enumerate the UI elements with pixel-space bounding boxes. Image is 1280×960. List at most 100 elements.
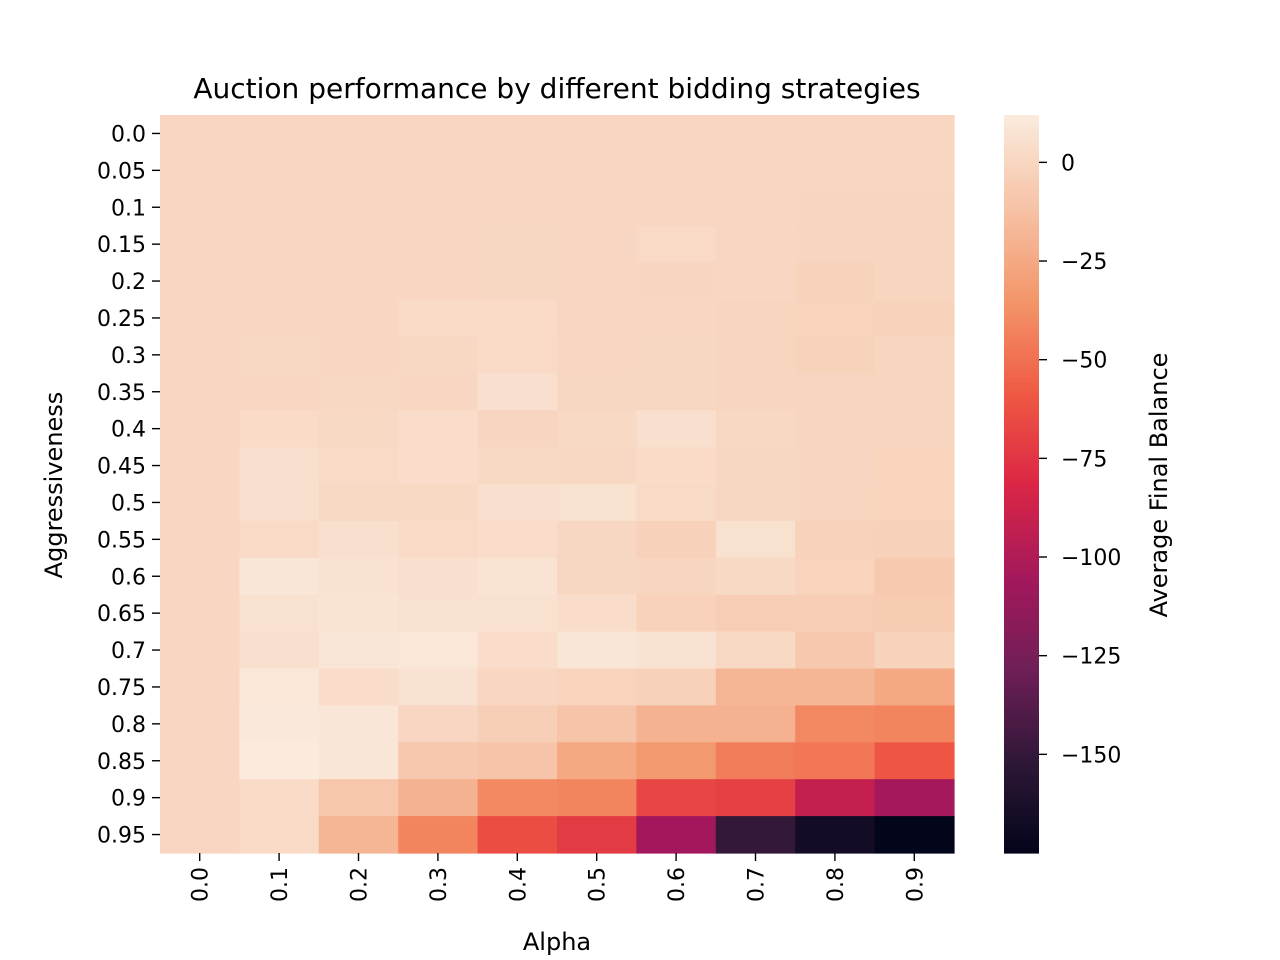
heatmap-cell xyxy=(477,779,558,817)
colorbar-segment xyxy=(1004,682,1039,688)
heatmap-cell xyxy=(160,373,240,411)
colorbar-segment xyxy=(1004,802,1039,808)
colorbar-segment xyxy=(1004,742,1039,748)
heatmap-cell xyxy=(795,410,876,448)
colorbar-segment xyxy=(1004,138,1039,144)
heatmap-cell xyxy=(398,262,479,301)
y-tick-label: 0.95 xyxy=(97,824,146,849)
colorbar-segment xyxy=(1004,719,1039,725)
heatmap-cell xyxy=(398,742,479,780)
colorbar-segment xyxy=(1004,705,1039,711)
colorbar-segment xyxy=(1004,617,1039,623)
colorbar-segment xyxy=(1004,585,1039,591)
heatmap-cell xyxy=(318,262,399,301)
heatmap-cell xyxy=(715,668,796,706)
heatmap-cell xyxy=(160,742,240,780)
heatmap-cell xyxy=(636,225,717,264)
heatmap-cell xyxy=(557,557,637,596)
heatmap-cell xyxy=(239,779,320,817)
heatmap-cell xyxy=(160,115,240,153)
heatmap-cell xyxy=(557,299,637,337)
heatmap-cell xyxy=(477,631,558,670)
heatmap-cell xyxy=(160,262,240,301)
heatmap-cell xyxy=(477,225,558,264)
heatmap-cell xyxy=(477,151,558,190)
colorbar-segment xyxy=(1004,465,1039,471)
x-tick-label: 0.4 xyxy=(506,867,531,902)
y-tick-label: 0.05 xyxy=(97,159,146,184)
x-tick-label: 0.5 xyxy=(586,867,611,902)
colorbar-segment xyxy=(1004,345,1039,351)
colorbar-segment xyxy=(1004,843,1039,849)
colorbar-segment xyxy=(1004,184,1039,190)
colorbar-segment xyxy=(1004,571,1039,577)
colorbar-segment xyxy=(1004,331,1039,337)
colorbar-segment xyxy=(1004,613,1039,619)
heatmap-cell xyxy=(795,336,876,374)
heatmap-cell xyxy=(160,336,240,374)
x-tick-label: 0.2 xyxy=(348,867,373,902)
heatmap-cell xyxy=(160,520,240,559)
colorbar-segment xyxy=(1004,327,1039,333)
heatmap-cell xyxy=(636,262,717,301)
heatmap-cell xyxy=(477,373,558,411)
heatmap-cell xyxy=(636,631,717,670)
y-tick-label: 0.6 xyxy=(111,565,146,590)
heatmap-cell xyxy=(239,262,320,301)
heatmap-cell xyxy=(874,520,955,559)
colorbar-segment xyxy=(1004,244,1039,250)
colorbar-segment xyxy=(1004,825,1039,831)
colorbar-segment xyxy=(1004,437,1039,444)
heatmap-cell xyxy=(477,594,558,633)
y-tick-label: 0.8 xyxy=(111,713,146,738)
colorbar-segment xyxy=(1004,474,1039,480)
y-tick-label: 0.7 xyxy=(111,639,146,664)
y-axis: 0.0 0.05 0.1 0.15 0.2 0.25 0.3 0.35 0.4 0.45 0.5 0.… xyxy=(97,122,160,849)
colorbar-segment xyxy=(1004,760,1039,766)
y-tick-label: 0.35 xyxy=(97,381,146,406)
chart-title: Auction performance by different bidding… xyxy=(193,72,920,105)
colorbar-segment xyxy=(1004,548,1039,554)
colorbar-segment xyxy=(1004,788,1039,794)
heatmap-cell xyxy=(557,410,637,448)
colorbar-segment xyxy=(1004,225,1039,231)
heatmap-cell xyxy=(318,410,399,448)
heatmap-cell xyxy=(636,151,717,190)
colorbar-segment xyxy=(1004,128,1039,135)
colorbar-segment xyxy=(1004,368,1039,374)
heatmap-cell xyxy=(874,262,955,301)
x-tick-label: 0.1 xyxy=(268,867,293,902)
colorbar-segment xyxy=(1004,354,1039,361)
x-tick-label: 0.6 xyxy=(665,867,690,902)
heatmap-cell xyxy=(398,115,479,153)
y-tick-label: 0.0 xyxy=(111,122,146,147)
colorbar-segment xyxy=(1004,193,1039,199)
colorbar-segment xyxy=(1004,479,1039,485)
heatmap-cell xyxy=(636,115,717,153)
colorbar-segment xyxy=(1004,428,1039,434)
heatmap-cell xyxy=(557,779,637,817)
colorbar-segment xyxy=(1004,447,1039,453)
heatmap-cell xyxy=(636,299,717,337)
colorbar-tick-label: −25 xyxy=(1061,250,1107,275)
colorbar-segment xyxy=(1004,484,1039,490)
heatmap-cell xyxy=(715,484,796,522)
heatmap-cell xyxy=(715,115,796,153)
colorbar-segment xyxy=(1004,336,1039,342)
colorbar-segment xyxy=(1004,451,1039,457)
heatmap-cell xyxy=(477,705,558,743)
heatmap-cell xyxy=(398,594,479,633)
y-axis-label: Aggressiveness xyxy=(40,392,68,579)
heatmap-cell xyxy=(715,557,796,596)
colorbar-segment xyxy=(1004,783,1039,790)
heatmap-cell xyxy=(557,151,637,190)
heatmap-cell xyxy=(160,668,240,706)
heatmap-cell xyxy=(795,151,876,190)
colorbar-segment xyxy=(1004,594,1039,600)
colorbar-segment xyxy=(1004,198,1039,204)
heatmap-cell xyxy=(398,631,479,670)
heatmap-cell xyxy=(239,447,320,485)
colorbar-segment xyxy=(1004,502,1039,508)
heatmap-cell xyxy=(398,299,479,337)
